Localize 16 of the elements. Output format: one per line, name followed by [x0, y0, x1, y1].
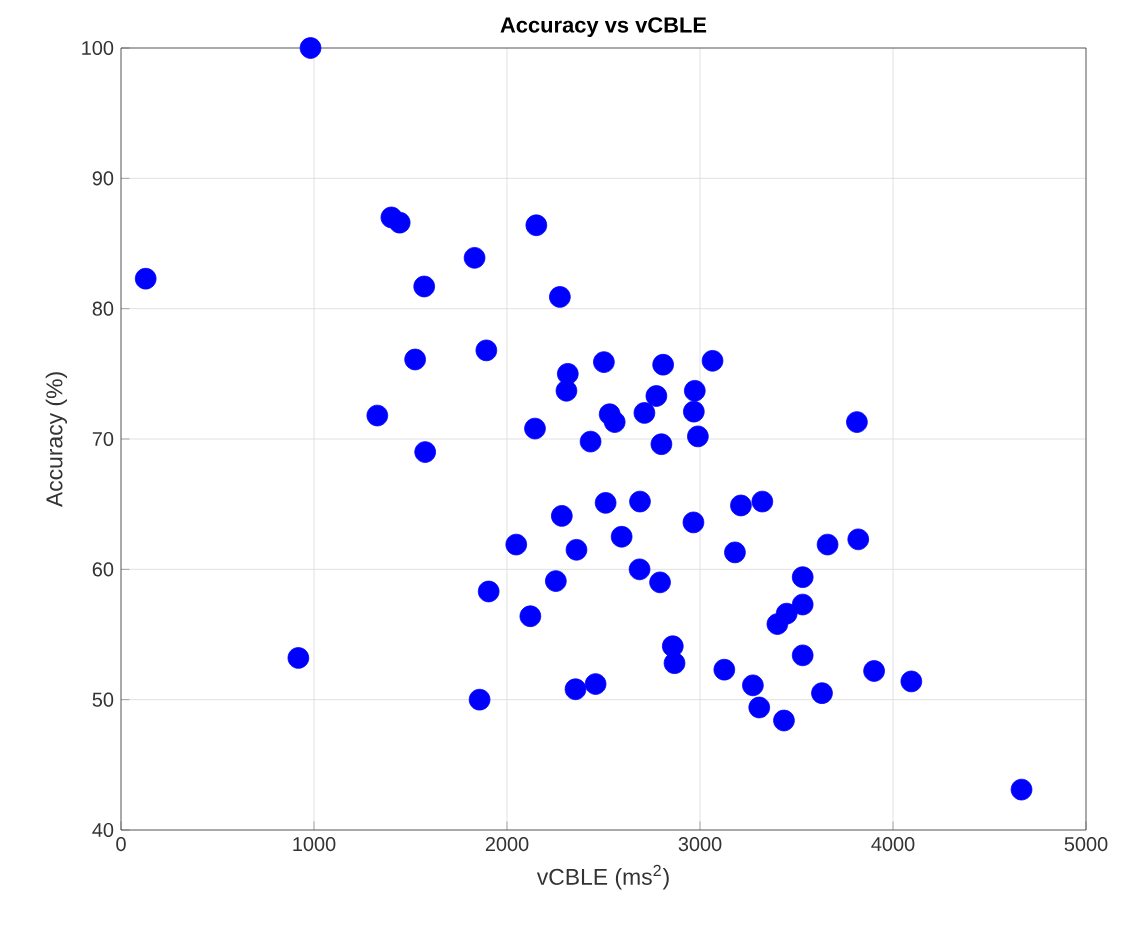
chart-title: Accuracy vs vCBLE — [500, 17, 707, 37]
x-tick-label: 2000 — [485, 837, 529, 852]
x-tick-label: 1000 — [293, 837, 336, 852]
y-tick-label: 90 — [92, 171, 114, 186]
x-axis-title: vCBLE (ms$^{2}$) — [536, 864, 669, 890]
x-tick-label: 4000 — [871, 837, 915, 852]
x-tick-label: 5000 — [1064, 837, 1108, 852]
y-axis-title: Accuracy (%) — [45, 372, 68, 508]
y-tick-label: 60 — [92, 562, 114, 577]
y-tick-label: 100 — [82, 40, 114, 56]
x-tick-label: 3000 — [678, 837, 722, 852]
y-tick-label: 80 — [92, 301, 114, 316]
x-tick-label: 0 — [116, 837, 126, 852]
y-tick-label: 40 — [92, 822, 114, 838]
y-tick-label: 70 — [92, 431, 114, 447]
y-tick-label: 50 — [92, 692, 114, 707]
